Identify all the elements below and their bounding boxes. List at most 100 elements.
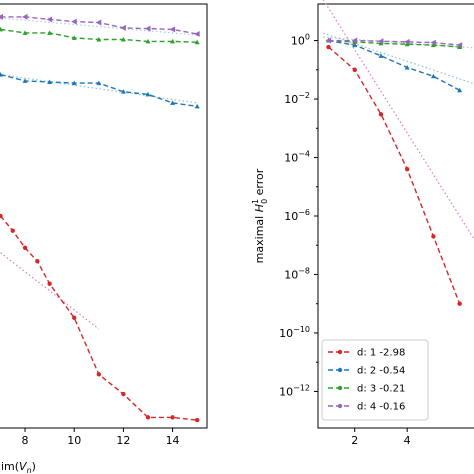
data-point [457,44,463,50]
right-series-4 [325,37,463,49]
left-x-axis-label: dim(Vn) [0,460,36,474]
data-point [352,67,357,72]
data-point [120,37,126,42]
left-plot-frame [0,3,208,429]
left-panel: 8 10 12 14 dim(Vn) [0,3,208,474]
data-point [404,38,410,45]
left-xlabel-text: dim( [0,460,19,473]
left-series-3 [0,26,200,45]
data-point [0,13,3,20]
data-point [457,87,463,93]
left-series-group [0,13,200,423]
data-point [22,245,28,250]
data-point [71,80,77,86]
left-series-4 [0,13,200,37]
data-point [47,79,53,84]
legend-item: d: 3 -0.21 [328,384,405,395]
data-point [326,44,331,50]
legend-label: d: 1 -2.98 [357,348,405,359]
data-point [22,30,28,35]
y-tick-label: 10−6 [284,208,310,223]
data-point [0,213,3,219]
data-point [430,39,436,46]
right-y-axis-label: maximal H10 error [251,168,269,263]
data-point [22,13,28,20]
data-point [0,72,3,77]
data-point [170,415,175,420]
data-point [377,38,384,45]
x-tick-label: 8 [22,434,29,447]
right-series-line [328,46,461,304]
data-point [96,372,102,377]
y-tick-label: 10−10 [279,325,310,340]
right-series-line [328,39,460,48]
data-point [194,30,200,37]
data-point [72,315,77,320]
legend-swatch-marker [337,385,343,391]
x-tick-label: 12 [116,434,130,447]
data-point [22,78,28,83]
left-fit-lines [0,17,198,330]
data-point [145,91,151,97]
data-point [404,41,410,47]
legend-item: d: 1 -2.98 [328,348,405,359]
left-series-2 [0,72,200,109]
data-point [170,100,176,105]
legend-item: d: 2 -0.54 [328,366,405,377]
data-point [325,37,331,44]
left-series-line [0,215,198,421]
data-point [35,259,40,264]
x-tick-label: 14 [166,434,180,447]
right-fit-line-2 [323,32,474,85]
data-point [404,166,410,172]
data-point [194,103,200,109]
data-point [378,53,384,58]
data-point [47,281,52,286]
y-tick-label: 10−2 [284,91,310,106]
data-point [194,39,200,45]
x-tick-label: 2 [351,434,358,447]
data-point [404,64,410,70]
right-series-group [325,37,463,306]
legend-label: d: 4 -0.16 [357,402,405,413]
data-point [121,391,126,397]
data-point [120,24,126,31]
y-tick-label: 10−12 [279,383,310,398]
left-fit-line-2 [0,74,198,104]
data-point [431,234,436,239]
legend: d: 1 -2.98 d: 2 -0.54 d: 3 -0.21 d: 4 -0.16 [321,339,429,421]
data-point [430,42,436,48]
left-fit-line-3 [0,17,198,36]
data-point [95,19,102,26]
data-point [169,26,176,33]
data-point [71,35,77,40]
legend-swatch-marker [337,403,343,409]
right-series-1 [326,44,462,306]
data-point [144,25,151,32]
data-point [456,42,463,49]
data-point [351,37,358,44]
data-point [378,40,384,46]
data-point [10,228,15,233]
legend-swatch-marker [337,349,343,355]
legend-item: d: 4 -0.16 [328,402,405,413]
right-series-line [328,39,460,91]
legend-label: d: 2 -0.54 [357,366,405,377]
left-x-ticks: 8 10 12 14 [22,428,180,447]
data-point [46,16,53,23]
data-point [71,18,77,25]
left-fit-line-1 [0,252,100,330]
legend-swatch-marker [337,367,343,373]
left-series-1 [0,213,200,423]
right-y-ticks: 100 10−2 10−4 10−6 10−8 10−10 10−12 [279,33,318,398]
data-point [170,38,176,44]
data-point [47,30,53,35]
data-point [457,301,462,306]
legend-label: d: 3 -0.21 [357,384,405,395]
data-point [0,26,3,32]
data-point [430,73,436,79]
data-point [96,80,102,86]
